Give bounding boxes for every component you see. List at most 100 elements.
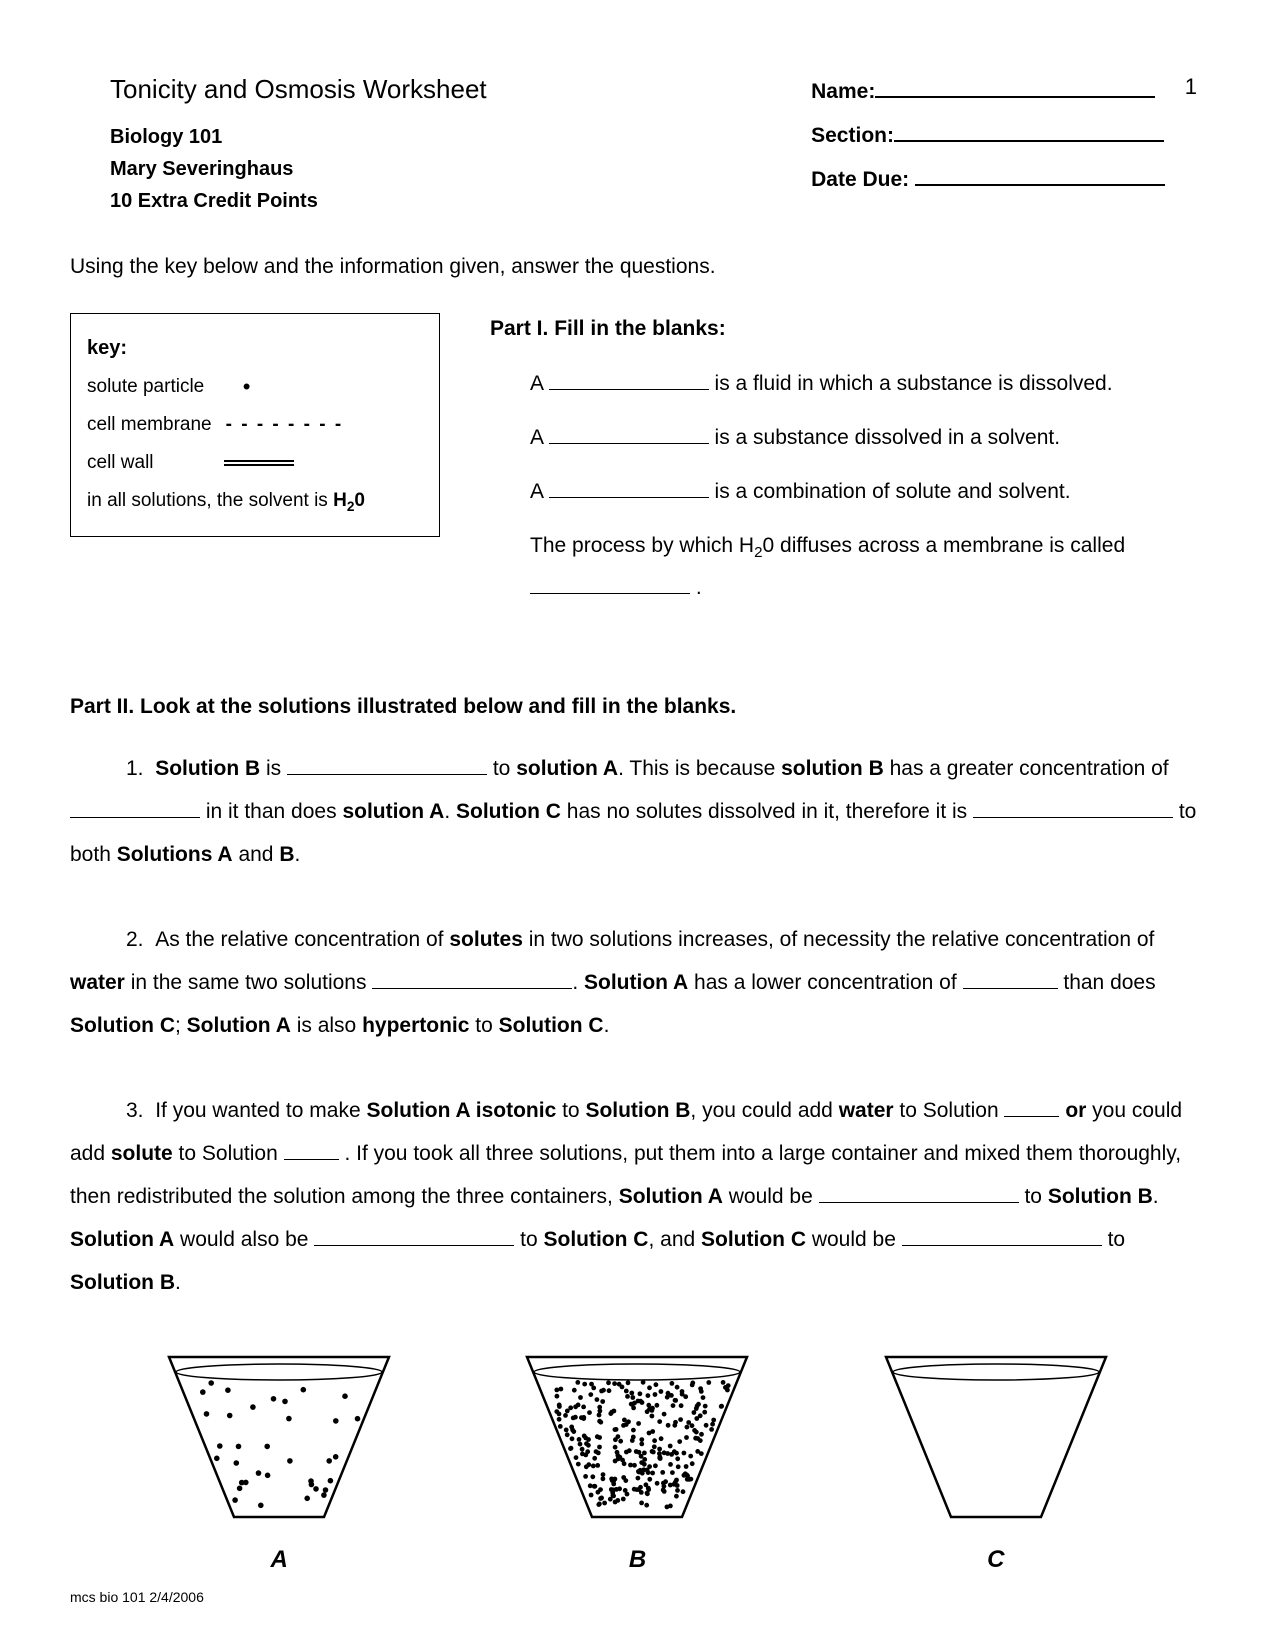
page-number: 1 <box>1185 70 1197 103</box>
footer: mcs bio 101 2/4/2006 <box>70 1587 204 1608</box>
key-wall-label: cell wall <box>87 444 154 482</box>
blank[interactable] <box>973 797 1173 818</box>
t: , and <box>648 1228 701 1251</box>
t: is a combination of solute and solvent. <box>709 480 1071 503</box>
t: has a lower concentration of <box>688 971 962 994</box>
part1: Part I. Fill in the blanks: A is a fluid… <box>490 313 1205 622</box>
key-solute-label: solute particle <box>87 368 204 406</box>
t: in two solutions increases, of necessity… <box>523 928 1155 951</box>
course-meta: Biology 101 Mary Severinghaus 10 Extra C… <box>110 121 487 217</box>
membrane-dash-icon: - - - - - - - - <box>226 406 344 444</box>
t: . <box>604 1014 610 1037</box>
key-box: key: solute particle • cell membrane - -… <box>70 313 440 537</box>
t: would be <box>723 1185 819 1208</box>
t: to <box>1019 1185 1048 1208</box>
section-field: Section: <box>811 114 1165 158</box>
t: As the relative concentration of <box>155 928 449 951</box>
t: to <box>1102 1228 1125 1251</box>
part2-heading: Part II. Look at the solutions illustrat… <box>70 691 1205 723</box>
header-left: Tonicity and Osmosis Worksheet Biology 1… <box>70 70 487 217</box>
blank[interactable] <box>314 1225 514 1246</box>
key-solvent: in all solutions, the solvent is H20 <box>87 482 423 520</box>
t: solution A <box>516 757 618 780</box>
t: Solution A <box>584 971 688 994</box>
t: A <box>530 426 549 449</box>
beaker-b: B <box>512 1347 762 1578</box>
blank[interactable] <box>819 1182 1019 1203</box>
t: and <box>233 843 280 866</box>
t: Solution C <box>543 1228 648 1251</box>
instructions: Using the key below and the information … <box>70 251 1205 283</box>
t: Solution B <box>1048 1185 1153 1208</box>
t: B <box>279 843 294 866</box>
t: solutes <box>449 928 523 951</box>
t: Solution C <box>499 1014 604 1037</box>
t: water <box>839 1099 894 1122</box>
t: is also <box>291 1014 362 1037</box>
t: solution A <box>342 800 444 823</box>
key-heading: key: <box>87 328 423 368</box>
t: A <box>530 480 549 503</box>
t: would be <box>806 1228 902 1251</box>
blank[interactable] <box>372 968 572 989</box>
t: Solution B <box>155 757 260 780</box>
name-label: Name: <box>811 80 875 103</box>
section-blank[interactable] <box>894 120 1164 142</box>
beaker-a: A <box>154 1347 404 1578</box>
beaker-b-svg <box>512 1347 762 1527</box>
num: 1. <box>126 757 144 780</box>
t: is <box>260 757 287 780</box>
t: to <box>469 1014 498 1037</box>
blank[interactable] <box>284 1139 339 1160</box>
t: or <box>1065 1099 1086 1122</box>
key-solute: solute particle • <box>87 368 423 406</box>
t: is a fluid in which a substance is disso… <box>709 372 1113 395</box>
key-wall: cell wall <box>87 444 423 482</box>
key-solvent-o: 0 <box>354 490 365 511</box>
t: . <box>295 843 301 866</box>
t: . <box>690 576 702 599</box>
solute-dot-icon: • <box>243 376 251 398</box>
key-solvent-h: H <box>333 490 347 511</box>
header: Tonicity and Osmosis Worksheet Biology 1… <box>70 70 1205 217</box>
t: 2 <box>754 544 762 561</box>
part1-q3: A is a combination of solute and solvent… <box>530 472 1205 512</box>
beaker-c: C <box>871 1347 1121 1578</box>
t: to Solution <box>173 1142 284 1165</box>
beaker-row: A B C <box>70 1347 1205 1578</box>
part1-heading: Part I. Fill in the blanks: <box>490 313 1205 345</box>
t: solute <box>111 1142 173 1165</box>
blank[interactable] <box>549 369 709 390</box>
blank[interactable] <box>963 968 1058 989</box>
key-membrane-label: cell membrane <box>87 406 212 444</box>
t: in the same two solutions <box>125 971 372 994</box>
blank[interactable] <box>70 797 200 818</box>
part2: Part II. Look at the solutions illustrat… <box>70 691 1205 1304</box>
name-blank[interactable] <box>875 76 1155 98</box>
date-blank[interactable] <box>915 164 1165 186</box>
blank[interactable] <box>549 477 709 498</box>
blank[interactable] <box>1004 1096 1059 1117</box>
course: Biology 101 <box>110 121 487 153</box>
beaker-b-label: B <box>512 1542 762 1578</box>
t: Solution C <box>70 1014 175 1037</box>
credit: 10 Extra Credit Points <box>110 185 487 217</box>
t: has a greater concentration of <box>884 757 1169 780</box>
blank[interactable] <box>287 754 487 775</box>
blank[interactable] <box>902 1225 1102 1246</box>
t: to <box>487 757 516 780</box>
name-field: Name: <box>811 70 1165 114</box>
t: . <box>444 800 456 823</box>
t: Solution B <box>585 1099 690 1122</box>
blank[interactable] <box>530 573 690 594</box>
part1-q2: A is a substance dissolved in a solvent. <box>530 418 1205 458</box>
part2-q1: 1. Solution B is to solution A. This is … <box>70 747 1205 876</box>
blank[interactable] <box>549 423 709 444</box>
t: Solution A <box>619 1185 723 1208</box>
instructor: Mary Severinghaus <box>110 153 487 185</box>
beaker-a-label: A <box>154 1542 404 1578</box>
beaker-c-label: C <box>871 1542 1121 1578</box>
worksheet-title: Tonicity and Osmosis Worksheet <box>110 70 487 109</box>
date-field: Date Due: <box>811 158 1165 202</box>
t: Solution C <box>701 1228 806 1251</box>
